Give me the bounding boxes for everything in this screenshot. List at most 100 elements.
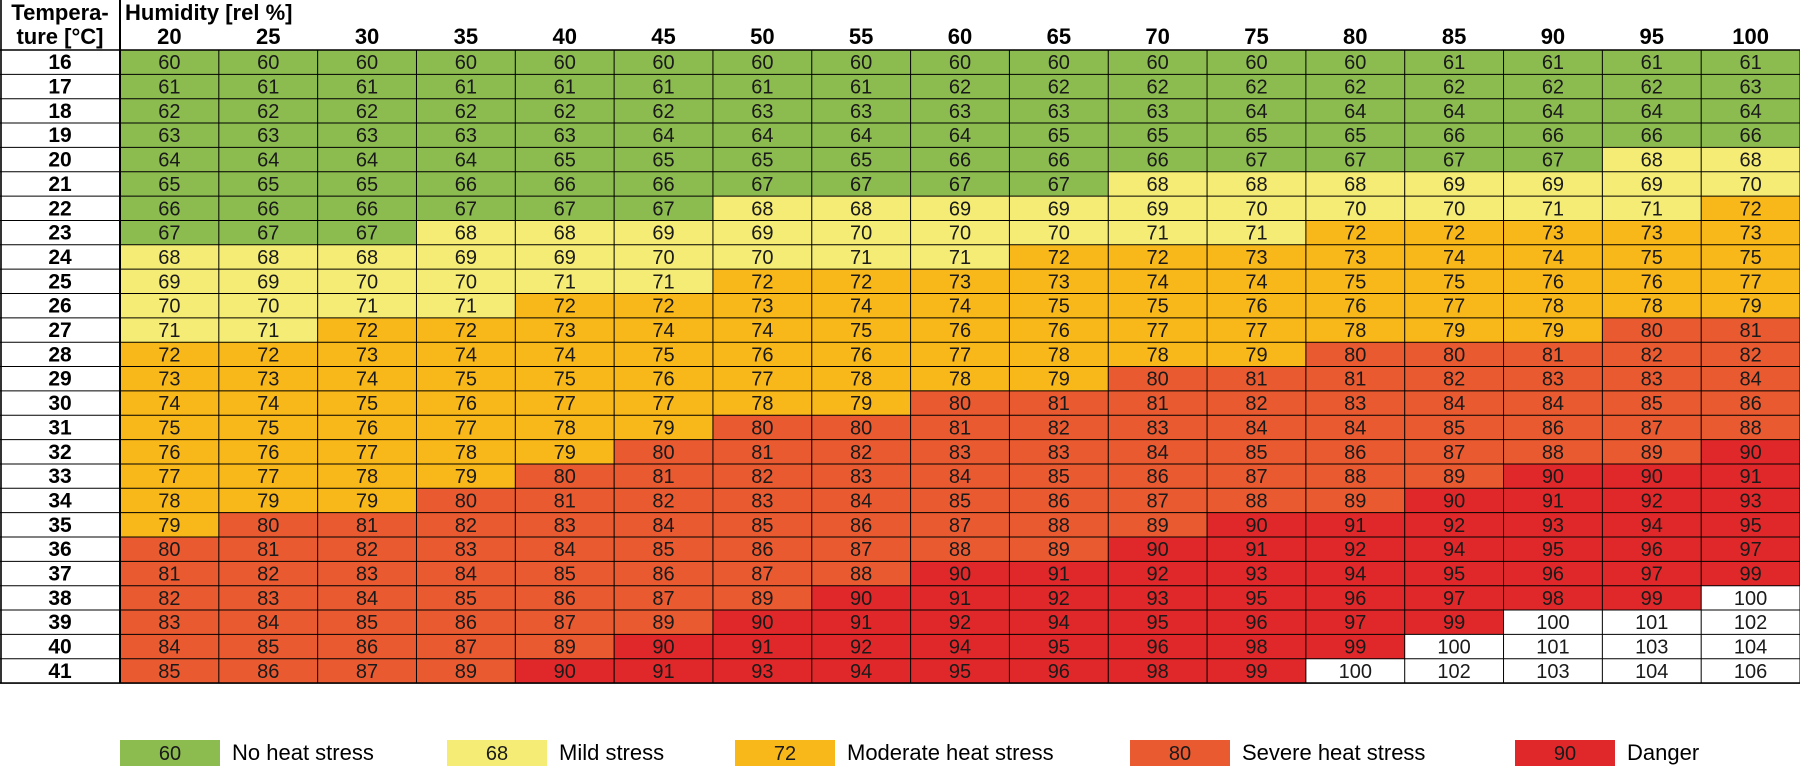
cell-value-label: 86 xyxy=(1048,490,1070,512)
humidity-tick-label: 50 xyxy=(750,24,774,49)
heatmap-cell xyxy=(910,342,1010,367)
heatmap-cell xyxy=(1503,171,1603,197)
cell-value-label: 91 xyxy=(1245,539,1267,561)
humidity-tick-labels: 20 25 30 35 40 45 50 55 60 65 70 75 80 85 90 95 100 xyxy=(157,24,1769,49)
cell-value-label: 71 xyxy=(1641,198,1663,220)
cell-value-label: 103 xyxy=(1635,637,1668,659)
heatmap-cell xyxy=(1602,561,1702,586)
heatmap-cell xyxy=(120,269,219,294)
heatmap-cell xyxy=(1701,171,1800,197)
heatmap-cell xyxy=(317,366,417,391)
cell-value-label: 73 xyxy=(1245,247,1267,269)
cell-value-label: 91 xyxy=(1048,564,1070,586)
cell-value-label: 67 xyxy=(1245,150,1267,172)
cell-value-label: 80 xyxy=(751,417,773,439)
temperature-tick-label: 18 xyxy=(48,100,72,123)
heatmap-cell xyxy=(811,171,911,197)
cell-value-label: 81 xyxy=(1542,344,1564,366)
cell-value-label: 72 xyxy=(455,320,477,342)
cell-value-label: 82 xyxy=(1443,369,1465,391)
cell-value-label: 85 xyxy=(652,539,674,561)
cell-value-label: 86 xyxy=(1542,417,1564,439)
heatmap-cell xyxy=(1404,196,1504,221)
cell-value-label: 97 xyxy=(1739,539,1761,561)
cell-value-label: 69 xyxy=(257,271,279,293)
cell-value-label: 69 xyxy=(1443,174,1465,196)
heatmap-cell xyxy=(218,439,318,464)
cell-value-label: 70 xyxy=(356,271,378,293)
cell-value-label: 62 xyxy=(1245,77,1267,99)
heatmap-cell xyxy=(1701,342,1800,367)
heatmap-cell xyxy=(1305,74,1405,99)
heatmap-cell xyxy=(712,244,812,270)
cell-value-label: 82 xyxy=(1641,344,1663,366)
cell-value-label: 82 xyxy=(158,588,180,610)
cell-value-label: 60 xyxy=(158,52,180,74)
cell-value-label: 66 xyxy=(1739,125,1761,147)
heatmap-cell xyxy=(614,244,713,270)
humidity-tick-label: 90 xyxy=(1541,24,1565,49)
heatmap-cell xyxy=(416,74,516,99)
cell-value-label: 64 xyxy=(1739,101,1761,123)
heatmap-cell xyxy=(1305,658,1405,684)
cell-value-label: 90 xyxy=(949,564,971,586)
heatmap-cell xyxy=(218,50,318,75)
heatmap-cell xyxy=(1108,415,1208,440)
cell-value-label: 75 xyxy=(1048,296,1070,318)
cell-value-label: 60 xyxy=(1048,52,1070,74)
heatmap-cell xyxy=(1503,317,1603,343)
heatmap-cell xyxy=(712,98,812,124)
heatmap-cell xyxy=(910,390,1010,416)
cell-value-label: 99 xyxy=(1641,588,1663,610)
heatmap-cell xyxy=(1602,123,1702,148)
heatmap-cell xyxy=(120,123,219,148)
heatmap-cell xyxy=(1701,585,1800,611)
cell-value-label: 61 xyxy=(751,77,773,99)
cell-value-label: 90 xyxy=(1542,466,1564,488)
heatmap-cell xyxy=(1009,220,1109,245)
heatmap-cell xyxy=(1701,293,1800,318)
heatmap-cell xyxy=(120,512,219,537)
cell-value-label: 68 xyxy=(1245,174,1267,196)
heatmap-cell xyxy=(1305,171,1405,197)
cell-value-label: 83 xyxy=(554,515,576,537)
cell-value-label: 83 xyxy=(1147,417,1169,439)
cell-value-label: 93 xyxy=(1739,490,1761,512)
heatmap-cell xyxy=(1009,366,1109,391)
heatmap-cell xyxy=(1009,561,1109,586)
cell-value-label: 76 xyxy=(455,393,477,415)
heatmap-cell xyxy=(811,634,911,659)
heatmap-cell xyxy=(1404,171,1504,197)
heatmap-cell xyxy=(120,342,219,367)
cell-value-label: 81 xyxy=(554,490,576,512)
heatmap-cell xyxy=(317,317,417,343)
heatmap-cell xyxy=(1404,269,1504,294)
heatmap-cell xyxy=(1503,561,1603,586)
cell-value-label: 67 xyxy=(652,198,674,220)
cell-value-label: 89 xyxy=(1147,515,1169,537)
heatmap-cell xyxy=(1207,74,1306,99)
cell-value-label: 79 xyxy=(652,417,674,439)
heatmap-cell xyxy=(1009,463,1109,489)
cell-value-label: 68 xyxy=(1147,174,1169,196)
cell-value-label: 64 xyxy=(356,150,378,172)
cell-value-label: 90 xyxy=(1641,466,1663,488)
heatmap-cell xyxy=(416,269,516,294)
heatmap-cell xyxy=(614,585,713,611)
cell-value-label: 89 xyxy=(751,588,773,610)
heatmap-cell xyxy=(120,463,219,489)
heatmap-cell xyxy=(712,439,812,464)
cell-value-label: 79 xyxy=(1048,369,1070,391)
cell-value-label: 80 xyxy=(1641,320,1663,342)
cell-value-label: 90 xyxy=(652,637,674,659)
cell-value-label: 71 xyxy=(850,247,872,269)
cell-value-label: 67 xyxy=(257,223,279,245)
cell-value-label: 70 xyxy=(1739,174,1761,196)
cell-value-label: 73 xyxy=(1641,223,1663,245)
heatmap-cell xyxy=(811,585,911,611)
heatmap-cell xyxy=(1108,123,1208,148)
cell-value-label: 93 xyxy=(1147,588,1169,610)
cell-value-label: 90 xyxy=(850,588,872,610)
heatmap-cell xyxy=(1207,269,1306,294)
